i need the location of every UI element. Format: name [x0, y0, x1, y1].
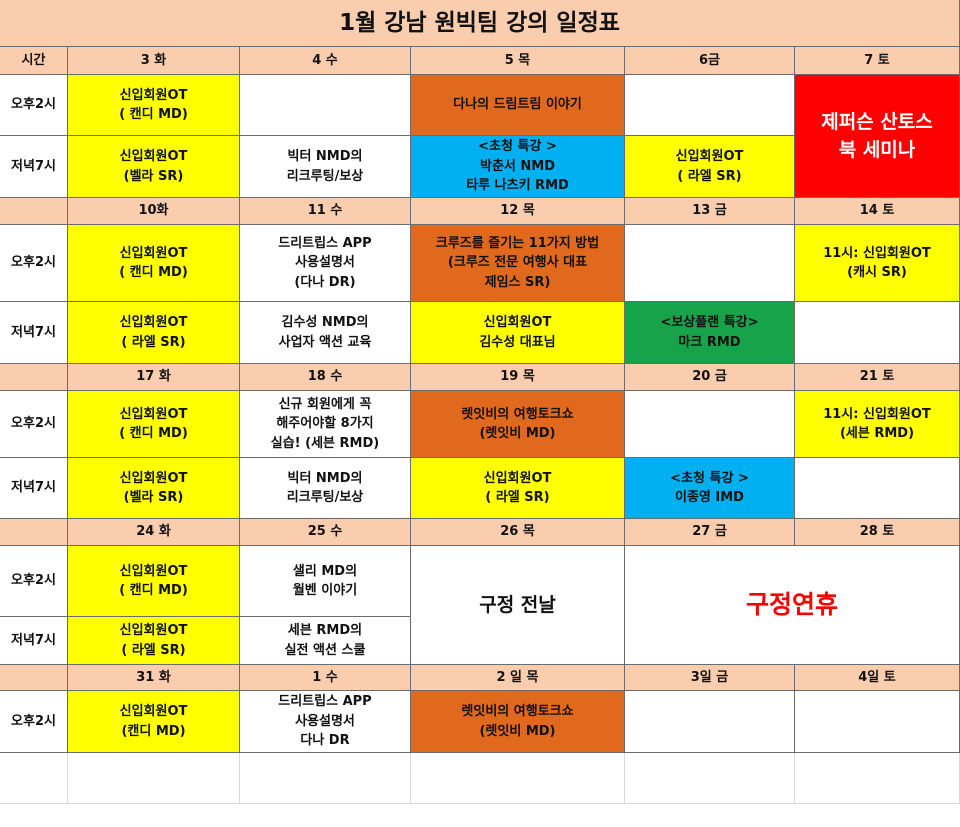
day-header: 17 화 [68, 364, 240, 391]
event-cell: 드리트립스 APP 사용설명서 다나 DR [240, 691, 411, 753]
event-cell [795, 302, 960, 364]
event-cell: 신입회원OT (벨라 SR) [68, 458, 240, 519]
empty-cell [411, 753, 625, 804]
event-cell: 세븐 RMD의 실전 액션 스쿨 [240, 617, 411, 665]
event-cell: 신입회원OT ( 라엘 SR) [68, 617, 240, 665]
time-label-pm2: 오후2시 [0, 691, 68, 753]
day-header: 7 토 [795, 47, 960, 75]
event-cell: 제퍼슨 산토스 북 세미나 [795, 75, 960, 198]
time-column-header: 시간 [0, 47, 68, 75]
day-header: 2 일 목 [411, 665, 625, 691]
event-cell: 신입회원OT ( 캔디 MD) [68, 546, 240, 617]
time-label-pm7: 저녁7시 [0, 302, 68, 364]
event-cell: 김수성 NMD의 사업자 액션 교육 [240, 302, 411, 364]
day-header: 25 수 [240, 519, 411, 546]
time-label-pm2: 오후2시 [0, 75, 68, 136]
day-header: 3 화 [68, 47, 240, 75]
event-cell: 신입회원OT ( 캔디 MD) [68, 75, 240, 136]
day-header: 24 화 [68, 519, 240, 546]
day-header: 1 수 [240, 665, 411, 691]
event-cell [625, 225, 795, 302]
empty-cell [795, 753, 960, 804]
empty-cell [0, 753, 68, 804]
header-blank [0, 198, 68, 225]
day-header: 11 수 [240, 198, 411, 225]
event-cell [625, 75, 795, 136]
event-cell: 신입회원OT 김수성 대표님 [411, 302, 625, 364]
event-cell [795, 691, 960, 753]
event-cell: 신입회원OT ( 라엘 SR) [68, 302, 240, 364]
event-cell: 신입회원OT (벨라 SR) [68, 136, 240, 198]
event-cell: 신규 회원에게 꼭 해주어야할 8가지 실습! (세븐 RMD) [240, 391, 411, 458]
event-cell: 샐리 MD의 월벤 이야기 [240, 546, 411, 617]
page-title: 1월 강남 원빅팀 강의 일정표 [0, 0, 960, 47]
event-cell [240, 75, 411, 136]
empty-cell [68, 753, 240, 804]
empty-cell [240, 753, 411, 804]
day-header: 13 금 [625, 198, 795, 225]
event-cell: 빅터 NMD의 리크루팅/보상 [240, 136, 411, 198]
holiday-cell: 구정연휴 [625, 546, 960, 665]
event-cell: 신입회원OT ( 라엘 SR) [411, 458, 625, 519]
day-header: 10화 [68, 198, 240, 225]
event-cell: 11시: 신입회원OT (세븐 RMD) [795, 391, 960, 458]
time-label-pm7: 저녁7시 [0, 617, 68, 665]
day-header: 14 토 [795, 198, 960, 225]
day-header: 18 수 [240, 364, 411, 391]
day-header: 20 금 [625, 364, 795, 391]
event-cell: 신입회원OT ( 캔디 MD) [68, 225, 240, 302]
event-cell: <초청 특강 > 박춘서 NMD 타루 나츠키 RMD [411, 136, 625, 198]
event-cell: 11시: 신입회원OT (캐시 SR) [795, 225, 960, 302]
day-header: 28 토 [795, 519, 960, 546]
day-header: 31 화 [68, 665, 240, 691]
event-cell: 드리트립스 APP 사용설명서 (다나 DR) [240, 225, 411, 302]
time-label-pm7: 저녁7시 [0, 136, 68, 198]
header-blank [0, 665, 68, 691]
day-header: 26 목 [411, 519, 625, 546]
event-cell: <보상플랜 특강> 마크 RMD [625, 302, 795, 364]
header-blank [0, 519, 68, 546]
event-cell: 신입회원OT (캔디 MD) [68, 691, 240, 753]
day-header: 27 금 [625, 519, 795, 546]
event-cell [625, 691, 795, 753]
day-header: 21 토 [795, 364, 960, 391]
event-cell [625, 391, 795, 458]
event-cell: 크루즈를 즐기는 11가지 방법 (크루즈 전문 여행사 대표 제임스 SR) [411, 225, 625, 302]
event-cell: 신입회원OT ( 캔디 MD) [68, 391, 240, 458]
event-cell [795, 458, 960, 519]
event-cell: 렛잇비의 여행토크쇼 (렛잇비 MD) [411, 391, 625, 458]
day-header: 19 목 [411, 364, 625, 391]
day-header: 6금 [625, 47, 795, 75]
header-blank [0, 364, 68, 391]
day-header: 4일 토 [795, 665, 960, 691]
empty-cell [625, 753, 795, 804]
time-label-pm2: 오후2시 [0, 546, 68, 617]
day-header: 5 목 [411, 47, 625, 75]
day-header: 4 수 [240, 47, 411, 75]
day-header: 12 목 [411, 198, 625, 225]
event-cell: 구정 전날 [411, 546, 625, 665]
time-label-pm7: 저녁7시 [0, 458, 68, 519]
time-label-pm2: 오후2시 [0, 391, 68, 458]
time-label-pm2: 오후2시 [0, 225, 68, 302]
event-cell: 신입회원OT ( 라엘 SR) [625, 136, 795, 198]
day-header: 3일 금 [625, 665, 795, 691]
event-cell: 렛잇비의 여행토크쇼 (렛잇비 MD) [411, 691, 625, 753]
event-cell: 다나의 드림트림 이야기 [411, 75, 625, 136]
event-cell: <초청 특강 > 이종영 IMD [625, 458, 795, 519]
event-cell: 빅터 NMD의 리크루팅/보상 [240, 458, 411, 519]
